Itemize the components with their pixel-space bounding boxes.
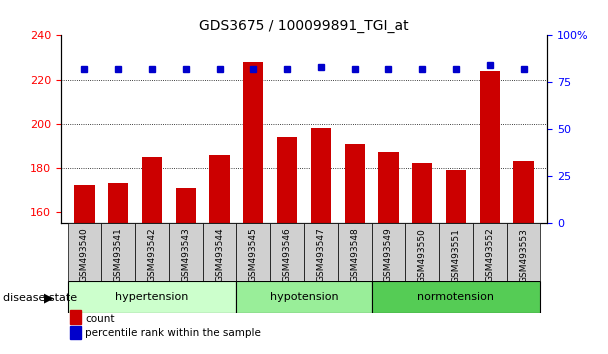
Text: GSM493547: GSM493547	[316, 228, 325, 282]
Bar	[439, 223, 473, 281]
Text: GSM493544: GSM493544	[215, 228, 224, 282]
Text: hypertension: hypertension	[116, 292, 188, 302]
Text: percentile rank within the sample: percentile rank within the sample	[85, 328, 261, 338]
Text: GSM493542: GSM493542	[148, 228, 156, 282]
Title: GDS3675 / 100099891_TGI_at: GDS3675 / 100099891_TGI_at	[199, 19, 409, 33]
Bar	[406, 223, 439, 281]
Text: GSM493550: GSM493550	[418, 228, 427, 282]
Bar	[102, 223, 135, 281]
Bar	[209, 155, 230, 223]
Bar	[473, 223, 506, 281]
Bar	[169, 223, 202, 281]
Bar	[243, 62, 263, 223]
Text: disease state: disease state	[3, 293, 77, 303]
Bar	[135, 223, 169, 281]
Bar	[67, 281, 237, 313]
Bar	[371, 223, 406, 281]
Text: GSM493553: GSM493553	[519, 228, 528, 282]
Bar	[480, 71, 500, 223]
Text: GSM493546: GSM493546	[283, 228, 292, 282]
Bar	[237, 223, 270, 281]
Text: count: count	[85, 314, 115, 324]
Text: ▶: ▶	[44, 292, 54, 304]
Bar	[338, 223, 371, 281]
Bar	[237, 281, 371, 313]
Text: GSM493540: GSM493540	[80, 228, 89, 282]
Text: GSM493548: GSM493548	[350, 228, 359, 282]
Bar	[446, 170, 466, 223]
Bar	[412, 164, 432, 223]
Bar	[108, 183, 128, 223]
Bar	[270, 223, 304, 281]
Bar	[371, 281, 541, 313]
Text: GSM493551: GSM493551	[452, 228, 460, 282]
Bar	[345, 144, 365, 223]
Text: GSM493545: GSM493545	[249, 228, 258, 282]
Text: normotension: normotension	[418, 292, 494, 302]
Text: GSM493543: GSM493543	[181, 228, 190, 282]
Bar	[67, 223, 102, 281]
Bar	[176, 188, 196, 223]
Bar	[513, 161, 534, 223]
Text: GSM493552: GSM493552	[485, 228, 494, 282]
Bar	[304, 223, 338, 281]
Bar	[378, 152, 399, 223]
Text: GSM493549: GSM493549	[384, 228, 393, 282]
Bar	[277, 137, 297, 223]
Bar	[506, 223, 541, 281]
Bar	[202, 223, 237, 281]
Bar	[311, 128, 331, 223]
Text: hypotension: hypotension	[270, 292, 338, 302]
Text: GSM493541: GSM493541	[114, 228, 123, 282]
Bar	[142, 157, 162, 223]
Bar	[74, 185, 95, 223]
